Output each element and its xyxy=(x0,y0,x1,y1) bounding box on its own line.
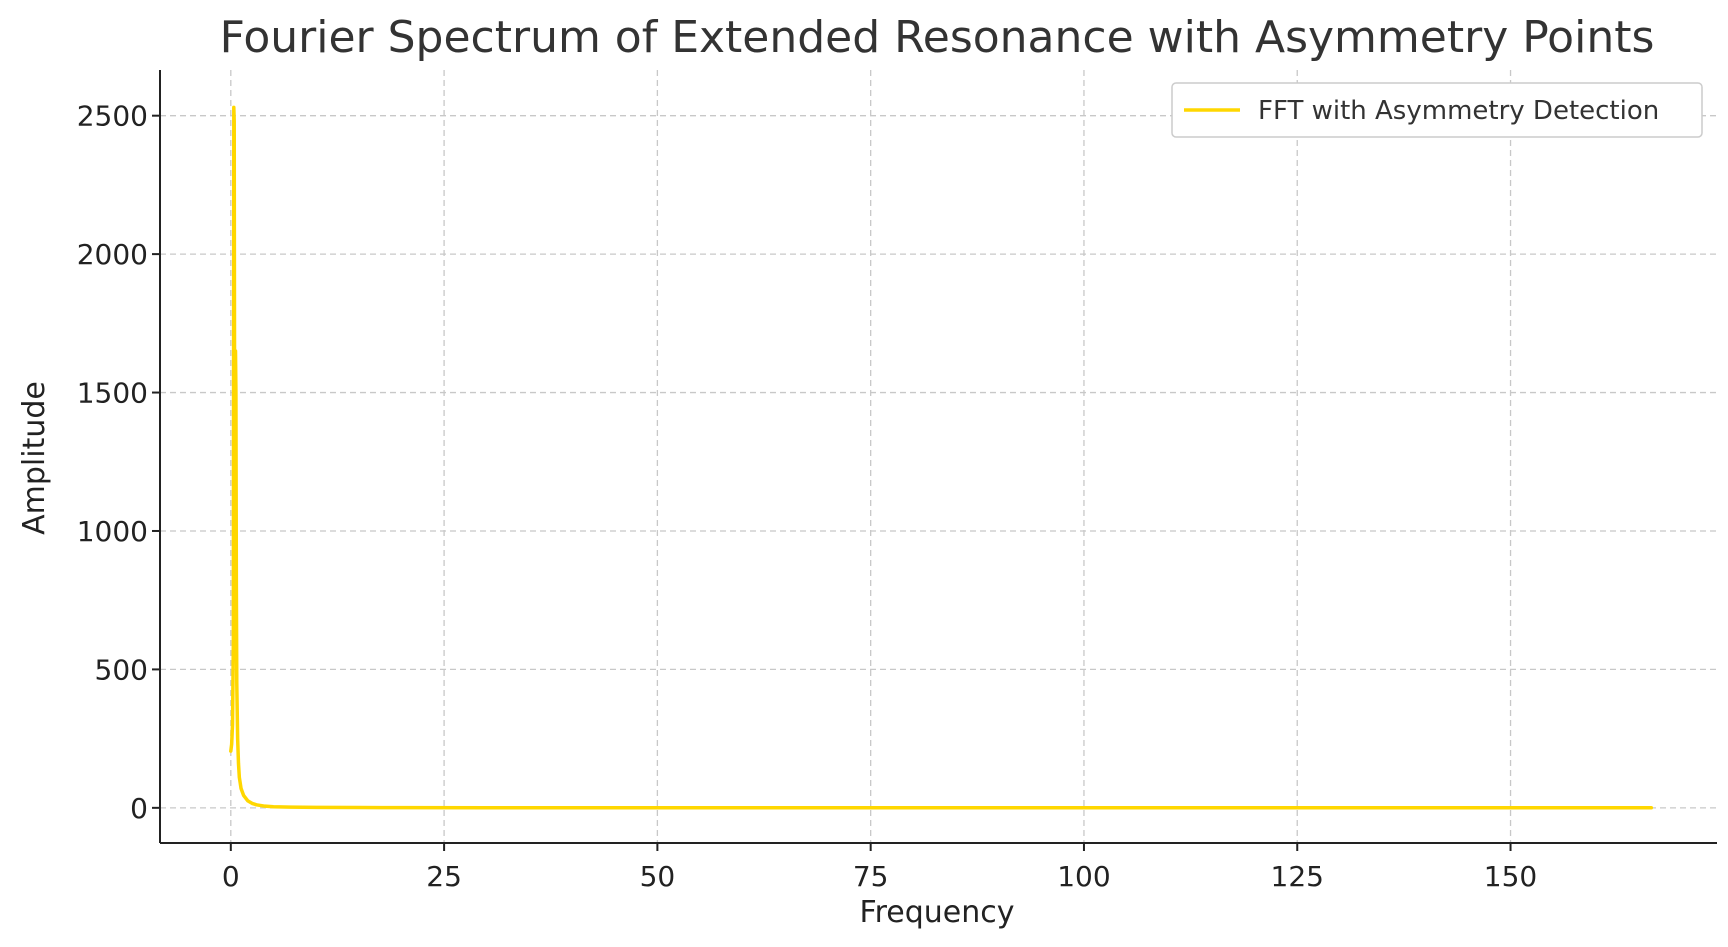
data-point xyxy=(236,737,239,740)
x-tick-label: 125 xyxy=(1271,860,1324,893)
data-point xyxy=(235,391,237,394)
chart-title: Fourier Spectrum of Extended Resonance w… xyxy=(220,12,1655,63)
legend-box xyxy=(1171,82,1703,138)
data-point xyxy=(656,806,659,809)
data-point xyxy=(235,585,238,588)
data-point xyxy=(315,806,317,809)
grid-lines xyxy=(160,70,1717,843)
data-point xyxy=(289,806,292,808)
data-series xyxy=(229,105,1654,810)
data-point xyxy=(242,794,245,797)
data-point xyxy=(1296,807,1299,809)
data-point xyxy=(1650,807,1653,809)
x-tick-label: 50 xyxy=(640,860,676,893)
y-tick-label: 1000 xyxy=(77,515,148,548)
data-point xyxy=(247,800,249,802)
data-point xyxy=(235,682,238,685)
x-tick-label: 75 xyxy=(853,860,889,893)
data-point xyxy=(231,723,234,726)
data-point xyxy=(255,803,258,806)
data-point xyxy=(230,743,233,745)
data-point xyxy=(238,776,241,779)
data-point xyxy=(234,613,236,615)
y-tick-label: 1500 xyxy=(77,377,148,410)
data-point xyxy=(869,806,872,809)
legend: FFT with Asymmetry Detection xyxy=(1171,82,1703,138)
data-point xyxy=(233,120,236,123)
axes xyxy=(159,70,1717,844)
data-point xyxy=(264,805,266,807)
data-point xyxy=(230,750,232,752)
legend-label: FFT with Asymmetry Detection xyxy=(1258,96,1659,126)
x-tick-label: 25 xyxy=(426,860,462,893)
data-point xyxy=(1083,806,1085,809)
y-axis-label: Amplitude xyxy=(17,381,52,535)
y-tick-label: 2000 xyxy=(77,238,148,271)
y-tick-label: 500 xyxy=(95,653,148,686)
data-point xyxy=(240,787,242,790)
data-point xyxy=(237,762,240,765)
data-point xyxy=(234,350,237,352)
x-tick-label: 0 xyxy=(222,860,240,893)
data-point xyxy=(1509,807,1512,809)
y-tick-label: 2500 xyxy=(77,100,148,133)
data-point xyxy=(232,640,235,643)
data-point xyxy=(485,806,488,809)
x-tick-label: 100 xyxy=(1057,860,1110,893)
data-point xyxy=(357,806,360,809)
x-tick-label: 150 xyxy=(1484,860,1537,893)
data-point xyxy=(232,106,235,109)
x-axis-label: Frequency xyxy=(860,895,1015,930)
data-point xyxy=(251,802,253,805)
data-point xyxy=(233,447,236,449)
data-point xyxy=(400,806,403,809)
data-point xyxy=(272,805,275,808)
y-tick-label: 0 xyxy=(130,792,148,825)
